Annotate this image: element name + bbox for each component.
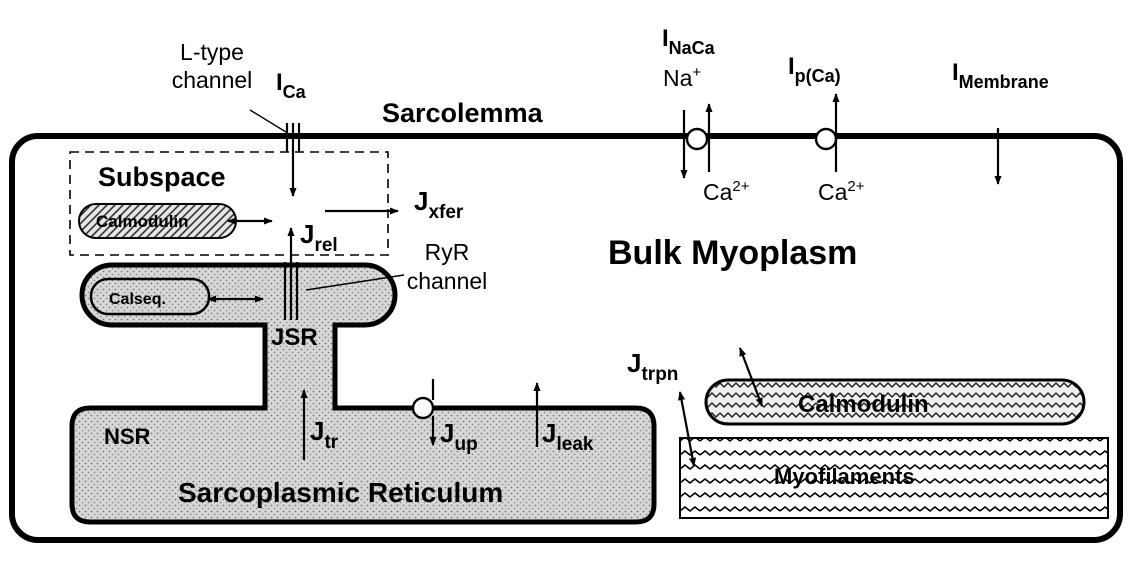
ryr-label-line1: RyR — [425, 239, 470, 265]
calseq-label: Calseq. — [109, 291, 166, 308]
l-type-channel-pointer — [249, 109, 287, 133]
sarcoplasmic-reticulum-label: Sarcoplasmic Reticulum — [178, 477, 503, 508]
l-type-label-line2: channel — [172, 67, 253, 93]
na-ion-label: Na+ — [663, 64, 701, 91]
bulk-myoplasm-label: Bulk Myoplasm — [608, 234, 857, 272]
jup-label: Jup — [440, 418, 478, 455]
jtrpn-left-arrow-icon — [677, 391, 697, 467]
ncx-exchanger-icon — [685, 127, 709, 151]
sarcoplasmic-reticulum-shape — [69, 262, 657, 525]
jleak-label: Jleak — [542, 418, 594, 455]
ca-ion-label-ncx: Ca2+ — [703, 178, 750, 205]
ica-label: ICa — [276, 69, 307, 102]
ryr-label-line2: channel — [407, 268, 488, 294]
calmodulin-bulk-label: Calmodulin — [798, 391, 929, 418]
ca-ion-label-pump: Ca2+ — [818, 178, 865, 205]
inaca-label: INaCa — [662, 25, 716, 58]
jtrpn-label: Jtrpn — [627, 348, 678, 385]
nsr-label: NSR — [104, 424, 151, 449]
ryr-channel-icon — [283, 262, 299, 320]
calmodulin-bulk-pill — [704, 378, 1086, 426]
l-type-label-line1: L-type — [180, 39, 244, 65]
myofilaments-label: Myofilaments — [774, 464, 915, 489]
imembrane-label: IMembrane — [952, 59, 1049, 92]
sarcolemma-label: Sarcolemma — [382, 98, 544, 128]
serca-pump-icon — [411, 396, 435, 420]
myofilaments-box — [679, 437, 1109, 519]
calmodulin-subspace-label: Calmodulin — [96, 212, 189, 231]
jtr-label: Jtr — [310, 416, 339, 453]
l-type-channel-icon — [285, 123, 301, 152]
sarcolemmal-pump-icon — [814, 127, 838, 151]
ipca-label: Ip(Ca) — [788, 53, 841, 86]
jrel-label: Jrel — [300, 219, 338, 256]
jsr-label: JSR — [271, 324, 318, 351]
ryr-channel-pointer — [305, 274, 405, 291]
subspace-region — [69, 151, 389, 256]
jtrpn-right-arrow-icon — [738, 347, 764, 407]
jxfer-label: Jxfer — [414, 186, 464, 223]
subspace-label: Subspace — [98, 162, 226, 192]
